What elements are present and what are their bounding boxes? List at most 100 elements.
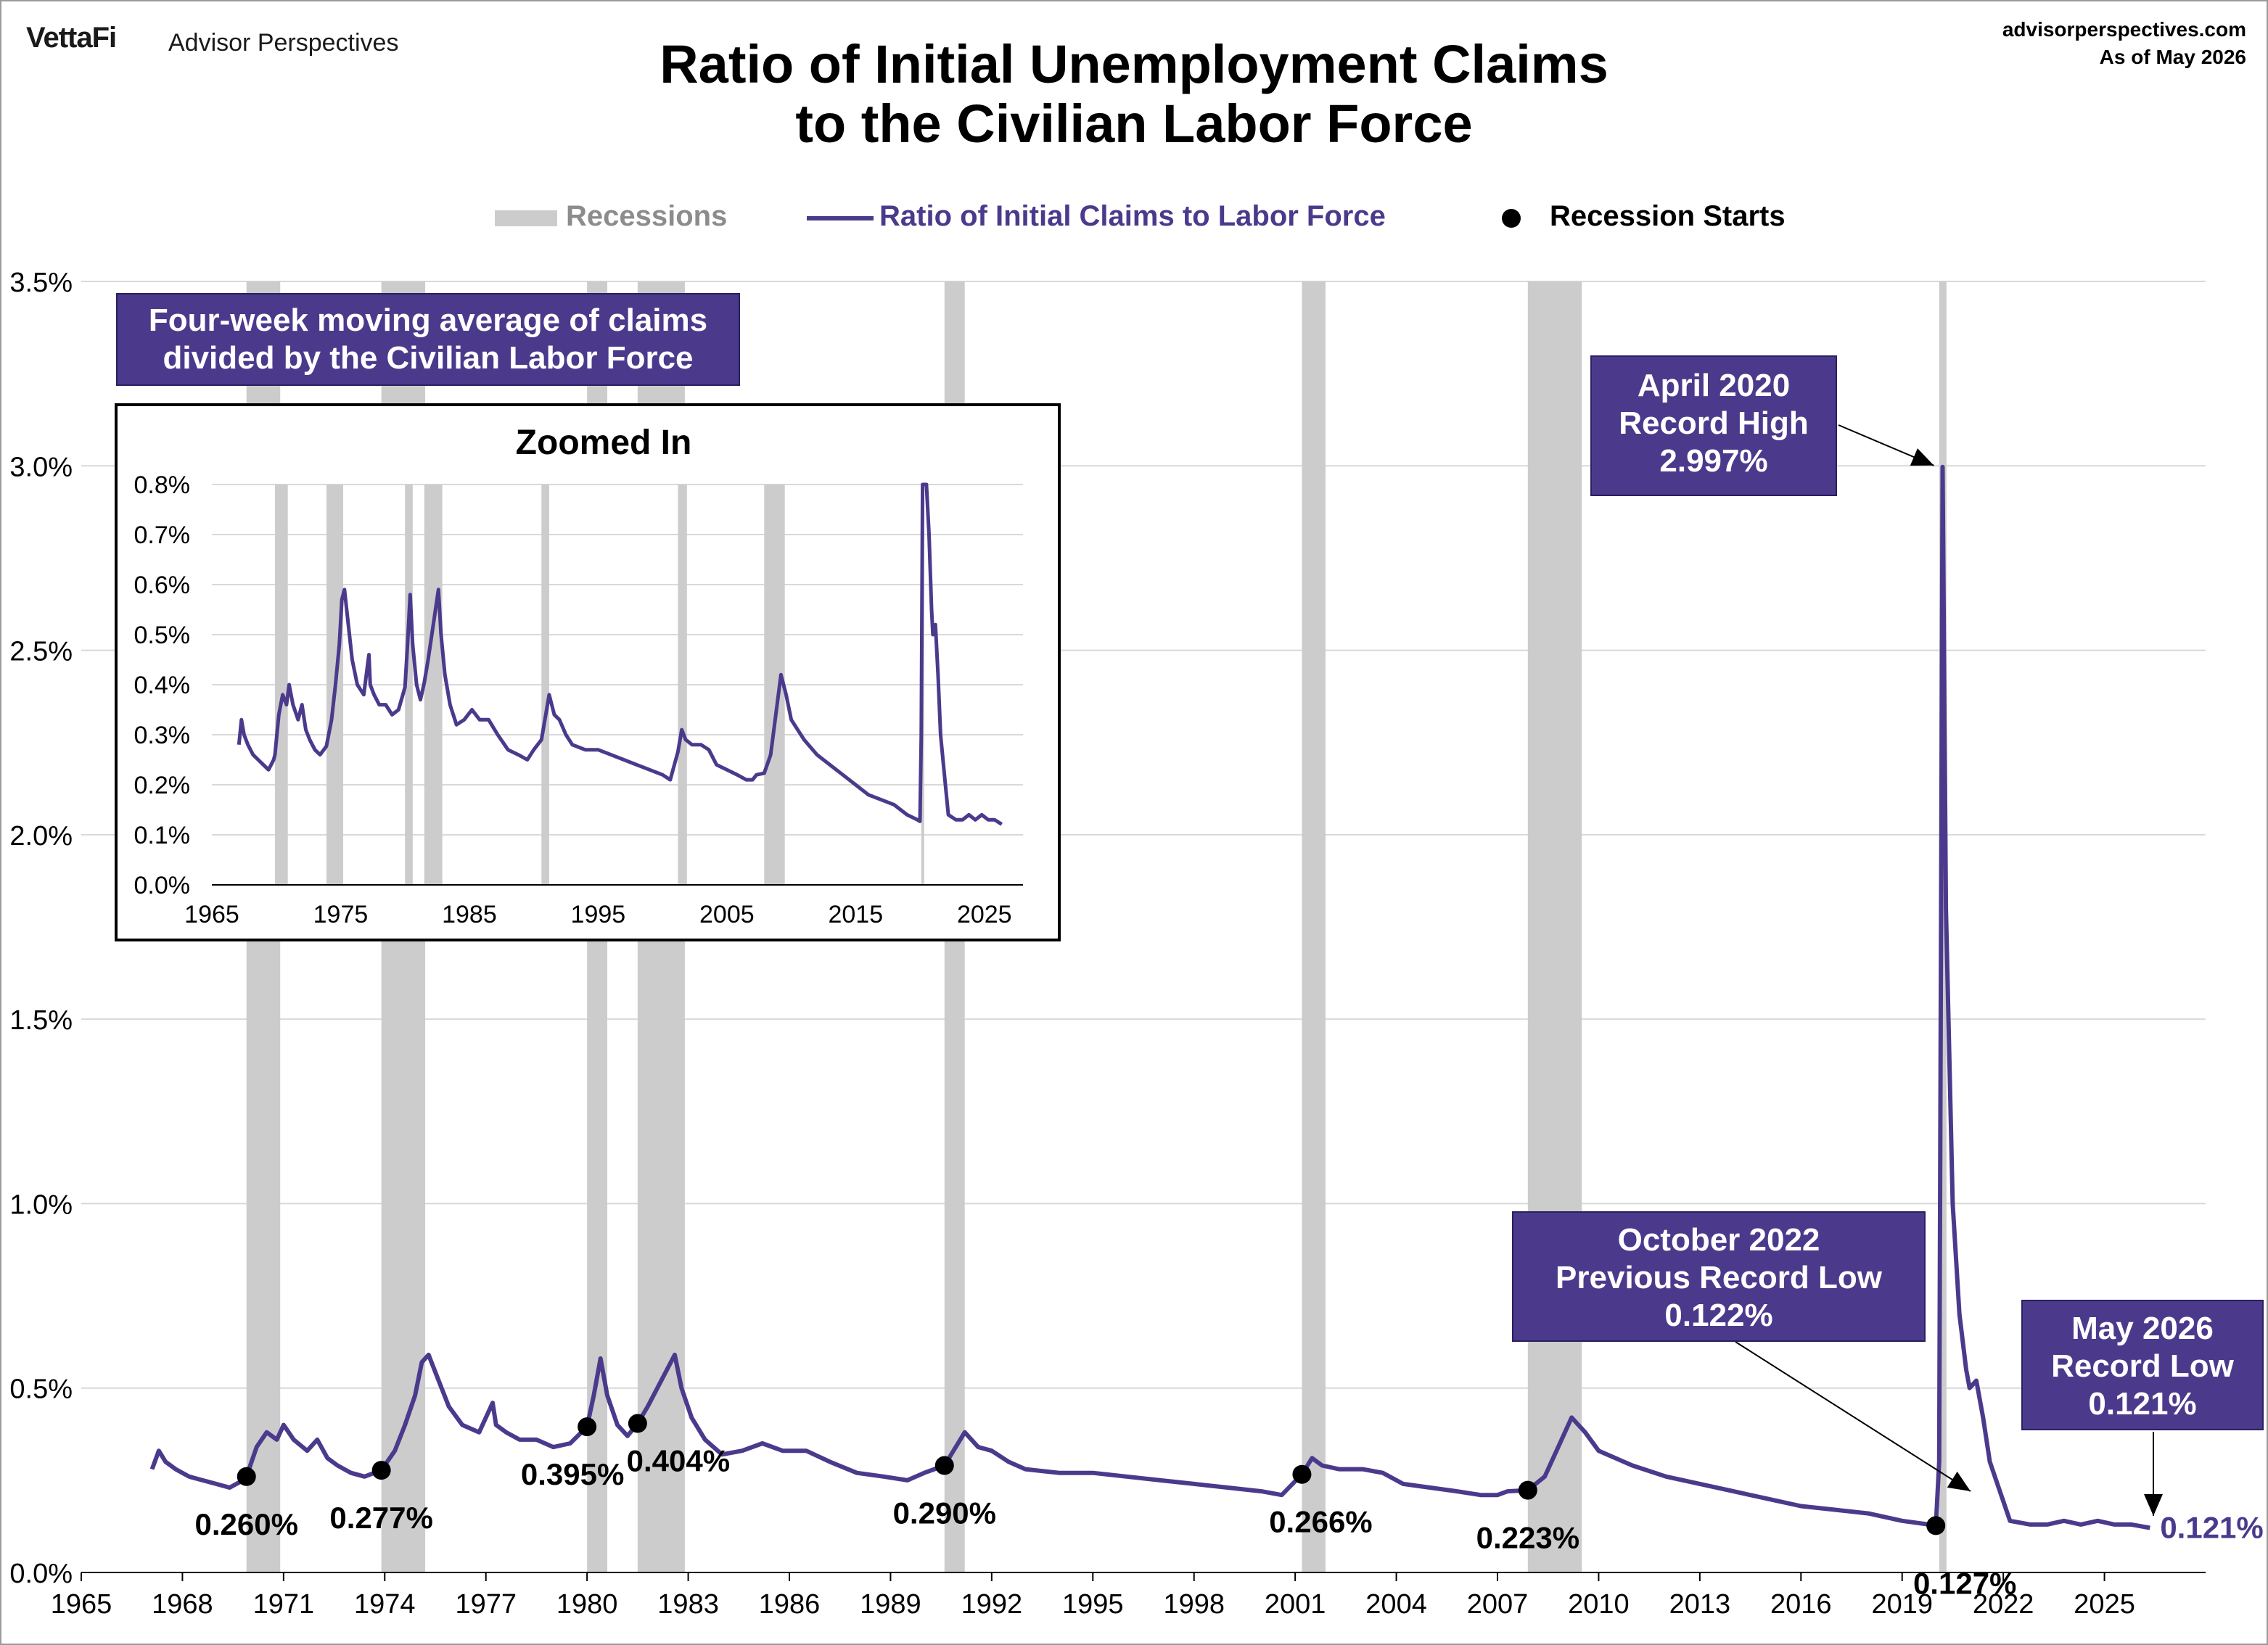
record-high-title: Record High xyxy=(1619,405,1809,441)
inset-y-tick-label: 0.3% xyxy=(134,722,191,749)
record-high-callout: April 2020 Record High 2.997% xyxy=(1590,355,1837,496)
previous-record-low-title: Previous Record Low xyxy=(1556,1260,1882,1295)
x-tick-label: 2010 xyxy=(1568,1589,1630,1620)
record-low-arrow-head xyxy=(2144,1494,2163,1516)
site-info: advisorperspectives.com As of May 2026 xyxy=(2002,16,2246,71)
inset-y-tick-label: 0.1% xyxy=(134,822,191,849)
x-tick-label: 1977 xyxy=(455,1589,517,1620)
inset-series-line xyxy=(237,482,1003,826)
x-tick-label: 1998 xyxy=(1163,1589,1225,1620)
recession-start-label: 0.395% xyxy=(521,1457,624,1491)
y-tick-label: 2.5% xyxy=(9,637,73,667)
recession-start-markers: 0.260% 0.277% 0.395% 0.404% 0.290% 0.266% 0.22… xyxy=(195,1414,2016,1600)
y-tick-label: 1.0% xyxy=(9,1190,73,1220)
x-tick-label: 1965 xyxy=(51,1589,112,1620)
x-tick-label: 1971 xyxy=(253,1589,315,1620)
legend-recessions-swatch xyxy=(495,210,557,226)
title-line-1: Ratio of Initial Unemployment Claims xyxy=(660,34,1608,94)
y-tick-label: 1.5% xyxy=(9,1005,73,1036)
vettafi-logo: VettaFi xyxy=(26,22,117,54)
inset-x-tick-label: 2015 xyxy=(828,901,883,928)
legend-starts-marker xyxy=(1502,209,1521,228)
recession-start-label: 0.404% xyxy=(627,1444,730,1478)
recession-start-label: 0.290% xyxy=(893,1496,996,1530)
recession-start-marker xyxy=(1926,1516,1946,1535)
x-tick-label: 2004 xyxy=(1365,1589,1427,1620)
inset-y-tick-label: 0.2% xyxy=(134,772,191,799)
x-tick-label: 1995 xyxy=(1062,1589,1124,1620)
x-tick-label: 1980 xyxy=(556,1589,618,1620)
inset-frame xyxy=(115,403,1061,941)
x-tick-label: 1974 xyxy=(354,1589,416,1620)
as-of-date: As of May 2026 xyxy=(2099,46,2246,68)
recession-start-marker xyxy=(628,1414,647,1433)
record-low-value: 0.121% xyxy=(2088,1386,2197,1422)
record-low-date: May 2026 xyxy=(2071,1311,2214,1346)
recession-start-marker xyxy=(578,1417,597,1437)
inset-recession-band xyxy=(541,485,549,885)
recession-start-label: 0.223% xyxy=(1476,1521,1579,1555)
inset-y-tick-label: 0.8% xyxy=(134,471,191,499)
x-tick-label: 1989 xyxy=(860,1589,921,1620)
inset-x-tick-label: 2005 xyxy=(699,901,755,928)
recession-start-label: 0.127% xyxy=(1913,1566,2016,1600)
site-url: advisorperspectives.com xyxy=(2002,18,2246,41)
y-tick-label: 0.5% xyxy=(9,1374,73,1405)
recession-start-marker xyxy=(934,1456,954,1475)
inset-x-tick-label: 2025 xyxy=(957,901,1012,928)
recession-start-label: 0.266% xyxy=(1269,1505,1372,1539)
inset-y-tick-label: 0.5% xyxy=(134,622,191,649)
record-low-callout: May 2026 Record Low 0.121% xyxy=(2021,1300,2264,1430)
recession-start-label: 0.277% xyxy=(329,1501,432,1535)
y-tick-label: 3.5% xyxy=(9,268,73,298)
previous-record-low-arrow xyxy=(1735,1341,1971,1492)
inset-x-tick-label: 1975 xyxy=(313,901,369,928)
x-tick-label: 2019 xyxy=(1871,1589,1933,1620)
legend-recessions-label: Recessions xyxy=(566,200,728,232)
recession-band xyxy=(1527,281,1582,1572)
zoomed-inset: Zoomed In 0.0% 0.1% 0.2% 0.3% 0.4% 0.5% 0.6% 0.7… xyxy=(115,403,1061,941)
legend-series-label: Ratio of Initial Claims to Labor Force xyxy=(879,200,1386,232)
recession-start-marker xyxy=(1292,1464,1312,1484)
y-tick-label: 2.0% xyxy=(9,821,73,852)
inset-y-tick-label: 0.6% xyxy=(134,572,191,599)
legend-series-swatch xyxy=(807,216,874,220)
x-tick-label: 2022 xyxy=(1973,1589,2034,1620)
record-low-title: Record Low xyxy=(2051,1348,2234,1384)
main-axes: 0.0% 0.5% 1.0% 1.5% 2.0% 2.5% 3.0% 3.5% 1965 1968… xyxy=(9,268,2206,1620)
record-high-date: April 2020 xyxy=(1637,368,1791,403)
x-tick-label: 1986 xyxy=(759,1589,821,1620)
callout-arrows xyxy=(1735,424,2163,1516)
recession-start-marker xyxy=(1518,1480,1537,1500)
brand-subtitle: Advisor Perspectives xyxy=(168,29,399,57)
legend-starts-label: Recession Starts xyxy=(1550,200,1786,232)
title-line-2: to the Civilian Labor Force xyxy=(795,94,1473,154)
previous-record-low-callout: October 2022 Previous Record Low 0.122% xyxy=(1512,1211,1926,1342)
x-tick-label: 2001 xyxy=(1265,1589,1326,1620)
recession-start-marker xyxy=(371,1461,391,1480)
y-tick-label: 3.0% xyxy=(9,452,73,482)
x-tick-label: 1983 xyxy=(657,1589,719,1620)
previous-record-low-arrow-head xyxy=(1947,1471,1971,1491)
inset-recession-band xyxy=(678,485,687,885)
inset-x-tick-label: 1985 xyxy=(442,901,497,928)
x-tick-label: 1968 xyxy=(152,1589,213,1620)
x-tick-label: 1992 xyxy=(961,1589,1023,1620)
inset-y-tick-label: 0.4% xyxy=(134,672,191,699)
inset-x-tick-label: 1995 xyxy=(571,901,626,928)
inset-y-tick-label: 0.0% xyxy=(134,872,191,899)
x-tick-label: 2007 xyxy=(1467,1589,1529,1620)
recession-band xyxy=(1302,281,1326,1572)
end-value-label: 0.121% xyxy=(2160,1510,2263,1544)
inset-recession-band xyxy=(424,485,443,885)
x-tick-label: 2025 xyxy=(2074,1589,2135,1620)
record-high-value: 2.997% xyxy=(1659,443,1768,479)
recession-start-marker xyxy=(237,1467,256,1486)
inset-recession-band xyxy=(405,485,413,885)
record-high-arrow-head xyxy=(1910,448,1934,466)
moving-average-note-line-2: divided by the Civilian Labor Force xyxy=(163,340,694,376)
previous-record-low-date: October 2022 xyxy=(1617,1222,1820,1258)
chart-title: Ratio of Initial Unemployment Claims to … xyxy=(0,35,2268,154)
x-tick-label: 2013 xyxy=(1669,1589,1731,1620)
